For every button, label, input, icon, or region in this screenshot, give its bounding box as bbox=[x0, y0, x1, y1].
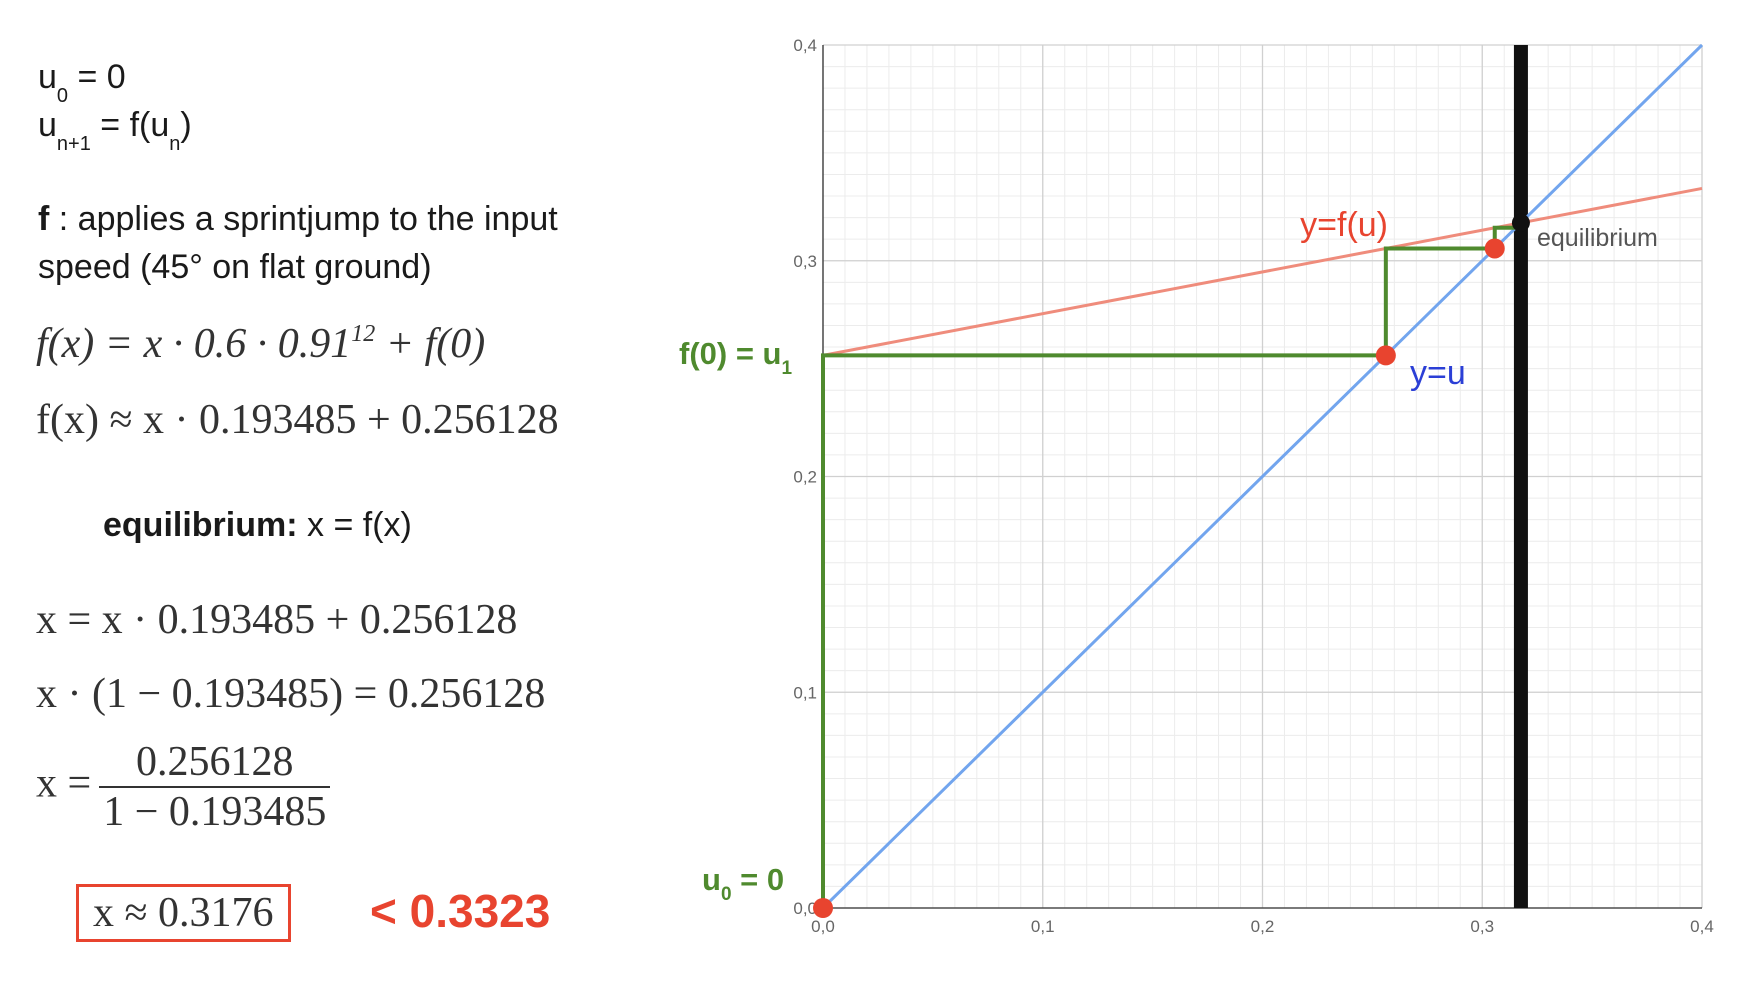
y-tick-label: 0,2 bbox=[793, 468, 817, 487]
description: f : applies a sprintjump to the input bbox=[38, 200, 558, 239]
series-line bbox=[822, 186, 1703, 357]
x-tick-label: 0,1 bbox=[1031, 917, 1055, 936]
iterate-point bbox=[813, 898, 833, 918]
subscript: 0 bbox=[721, 884, 732, 905]
subscript: n bbox=[169, 133, 181, 155]
y-tick-label: 0,4 bbox=[793, 36, 817, 55]
cobweb bbox=[821, 225, 1516, 908]
iterate-point bbox=[1484, 238, 1505, 259]
text: x = bbox=[36, 760, 92, 807]
series-line bbox=[821, 43, 1704, 910]
y-tick-label: 0,0 bbox=[793, 899, 817, 918]
text: x = f(x) bbox=[297, 506, 412, 544]
annotation: u0 = 0 bbox=[702, 862, 784, 905]
superscript: 12 bbox=[351, 321, 376, 347]
text: = 0 bbox=[68, 58, 126, 96]
formula: x · (1 − 0.193485) = 0.256128 bbox=[36, 671, 546, 717]
definition: u0 = 0 bbox=[38, 58, 126, 108]
text: f(x) = x · 0.6 · 0.91 bbox=[36, 321, 352, 367]
subscript: n+1 bbox=[56, 133, 91, 155]
text: = 0 bbox=[732, 862, 785, 897]
bold-text: equilibrium: bbox=[103, 506, 298, 544]
fraction-formula: x = 0.256128 1 − 0.193485 bbox=[36, 738, 331, 836]
text: = f(u bbox=[90, 106, 170, 144]
denominator: 1 − 0.193485 bbox=[103, 789, 327, 835]
text: u bbox=[38, 106, 57, 144]
text: + f(0) bbox=[375, 321, 486, 367]
text: ) bbox=[180, 106, 192, 144]
bold-text: f bbox=[38, 200, 50, 238]
text: f(0) = u bbox=[679, 336, 781, 371]
formula: x = x · 0.193485 + 0.256128 bbox=[36, 597, 518, 643]
definition: un+1 = f(un) bbox=[38, 106, 192, 156]
text: u bbox=[702, 862, 721, 897]
x-tick-label: 0,2 bbox=[1251, 917, 1275, 936]
x-tick-label: 0,4 bbox=[1690, 917, 1714, 936]
series-label: y=u bbox=[1410, 354, 1466, 392]
y-tick-label: 0,1 bbox=[793, 683, 817, 702]
result: x ≈ 0.3176 bbox=[76, 884, 291, 942]
equilibrium-point bbox=[1511, 213, 1530, 232]
fraction: 0.256128 1 − 0.193485 bbox=[99, 738, 331, 836]
equilibrium-label: equilibrium bbox=[1537, 224, 1658, 252]
plot: 0,0 0,1 0,2 0,3 0,4 0,0 0,1 0,2 0,3 0,4 bbox=[793, 36, 1713, 936]
iterate-point bbox=[1375, 345, 1396, 366]
text: : applies a sprintjump to the input bbox=[49, 200, 558, 238]
numerator: 0.256128 bbox=[99, 738, 331, 788]
text: u bbox=[38, 58, 57, 96]
x-tick-label: 0,3 bbox=[1470, 917, 1494, 936]
equilibrium-title: equilibrium: x = f(x) bbox=[103, 506, 412, 545]
comparison: < 0.3323 bbox=[370, 885, 551, 937]
series-label: y=f(u) bbox=[1300, 206, 1388, 244]
subscript: 0 bbox=[56, 85, 69, 107]
description: speed (45° on flat ground) bbox=[38, 248, 432, 286]
x-tick-label: 0,0 bbox=[811, 917, 835, 936]
annotation: f(0) = u1 bbox=[679, 336, 792, 379]
subscript: 1 bbox=[781, 358, 792, 379]
y-tick-label: 0,3 bbox=[793, 252, 817, 271]
formula: f(x) ≈ x · 0.193485 + 0.256128 bbox=[36, 397, 559, 443]
formula: f(x) = x · 0.6 · 0.9112 + f(0) bbox=[36, 320, 485, 368]
